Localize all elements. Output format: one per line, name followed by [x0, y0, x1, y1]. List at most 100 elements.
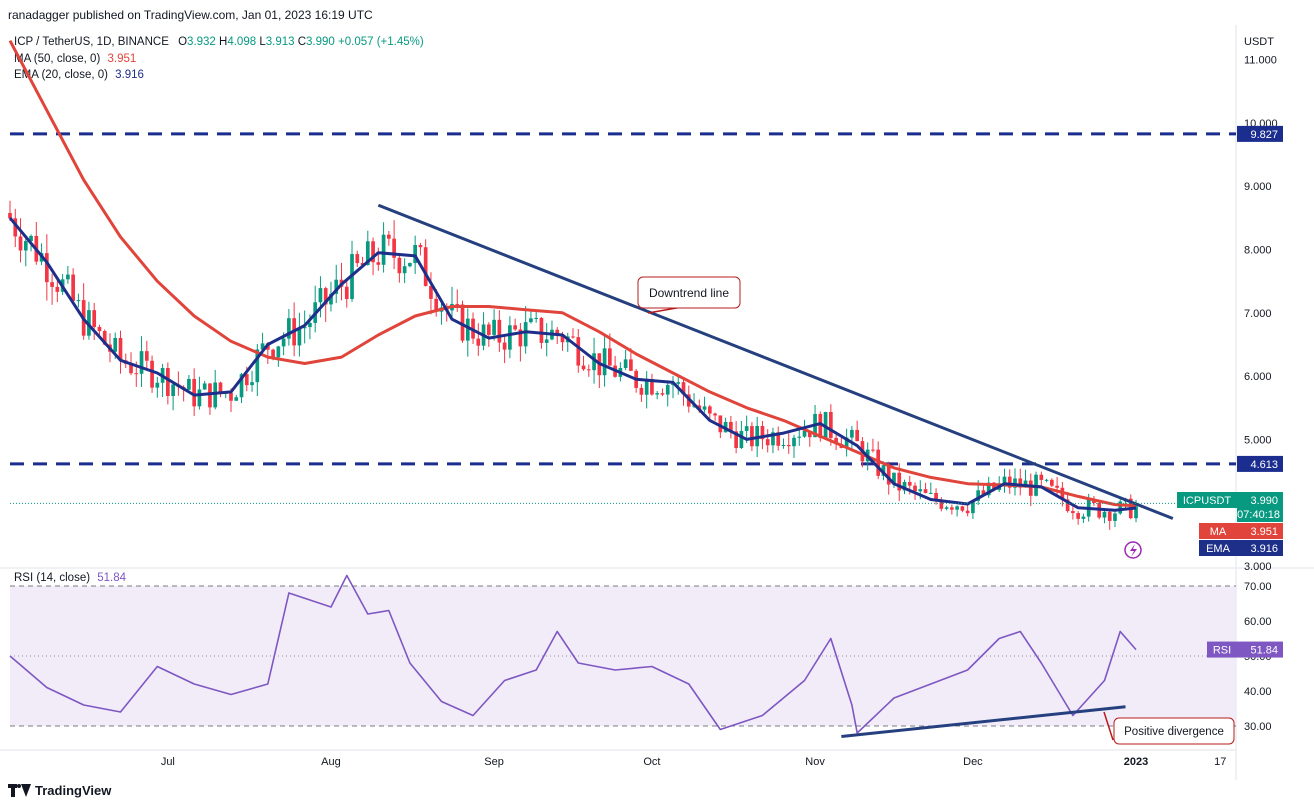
price-tag-name: EMA [1206, 543, 1231, 555]
candle-body [623, 359, 628, 368]
rsi-tick-label: 70.00 [1244, 581, 1272, 593]
candle [586, 364, 591, 377]
candle-body [1076, 513, 1080, 519]
candle [765, 429, 770, 453]
candle [1049, 478, 1054, 488]
candle [334, 264, 339, 304]
candle-body [287, 318, 291, 339]
ma-legend-value: 3.951 [107, 52, 137, 65]
candle [871, 438, 875, 453]
candle-body [560, 335, 565, 343]
candle-body [234, 397, 239, 401]
candle-body [192, 378, 197, 407]
candle [18, 218, 23, 263]
symbol-line: ICP / TetherUS, 1D, BINANCE O3.932 H4.09… [14, 34, 424, 51]
candle-body [281, 338, 286, 347]
candle [192, 368, 197, 417]
rsi-legend-label: RSI (14, close) [14, 572, 91, 584]
candle [565, 332, 570, 352]
chart-canvas[interactable]: 3.0004.0005.0006.0007.0008.0009.00010.00… [0, 0, 1314, 780]
ohlc-close-label: C [297, 36, 307, 48]
divergence-line [841, 705, 1126, 738]
candle-body [1007, 476, 1012, 488]
candle [1102, 509, 1107, 524]
candle-body [365, 241, 370, 266]
ma-legend-line[interactable]: MA (50, close, 0) 3.951 [14, 51, 424, 68]
candle-body [1065, 499, 1070, 512]
candle [923, 482, 928, 494]
candle [439, 303, 444, 325]
candle [660, 388, 665, 397]
ohlc-open-label: O [178, 36, 188, 48]
candle-body [850, 429, 854, 438]
candle-body [244, 374, 249, 386]
candle-body [139, 351, 144, 374]
candle [497, 310, 502, 352]
candle-body [18, 236, 23, 251]
candle [828, 404, 833, 446]
candle-body [1049, 479, 1054, 486]
candle-body [971, 500, 975, 514]
candle-body [760, 425, 765, 440]
symbol-name[interactable]: ICP / TetherUS, 1D, BINANCE [14, 36, 169, 48]
rsi-legend[interactable]: RSI (14, close) 51.84 [14, 572, 126, 584]
candle [571, 328, 575, 339]
candle-body [876, 449, 881, 476]
candle [234, 394, 239, 401]
candle-body [323, 288, 328, 305]
level-tag-label: 9.827 [1250, 129, 1278, 141]
candle-body [965, 510, 970, 514]
candle [318, 276, 323, 318]
footer-brand[interactable]: TradingView [8, 783, 111, 798]
price-tag-value-box [1237, 492, 1283, 522]
candle [150, 355, 154, 393]
candle [455, 289, 460, 312]
candle [1018, 468, 1023, 496]
candle [1039, 471, 1044, 488]
candle [1007, 469, 1012, 494]
candle-body [881, 465, 886, 476]
candle-body [129, 363, 133, 374]
price-tag-name-box [1199, 540, 1237, 556]
candle-body [508, 325, 512, 350]
candle [355, 250, 360, 267]
candle-body [1028, 480, 1033, 496]
candle-body [797, 436, 802, 438]
candle-body [844, 437, 849, 448]
ohlc-low: 3.913 [265, 36, 295, 48]
candle-body [55, 286, 60, 292]
x-tick-label: Aug [321, 756, 341, 768]
candle [950, 504, 954, 515]
candle-body [934, 492, 938, 501]
y-tick-label: 11.000 [1244, 55, 1277, 67]
ema-legend-line[interactable]: EMA (20, close, 0) 3.916 [14, 67, 424, 84]
candle [702, 396, 707, 413]
candle-body [344, 286, 349, 300]
candle-body [1002, 476, 1007, 484]
candle-body [539, 317, 544, 343]
candle [971, 500, 975, 520]
candle [287, 308, 291, 346]
candle-body [660, 393, 665, 395]
candle [513, 318, 517, 331]
candle [202, 380, 207, 390]
candle-body [571, 336, 575, 338]
rsi-tag-name: RSI [1213, 645, 1231, 657]
candle [576, 328, 581, 373]
candle [160, 363, 165, 398]
publisher-credit: ranadagger published on TradingView.com,… [8, 8, 373, 22]
candle [423, 239, 428, 287]
candle [486, 322, 491, 347]
candle [960, 505, 965, 513]
downtrend-callout-label: Downtrend line [649, 286, 729, 300]
candle [508, 316, 512, 359]
candle [276, 345, 281, 367]
candle-body [608, 348, 612, 366]
candle-body [518, 329, 523, 347]
price-tag-name-box [1199, 523, 1237, 539]
candle [713, 412, 717, 421]
candle-body [639, 387, 644, 395]
price-tag-value-box [1237, 540, 1283, 556]
candle-body [586, 369, 591, 371]
rsi-tag-value-box [1237, 641, 1283, 658]
